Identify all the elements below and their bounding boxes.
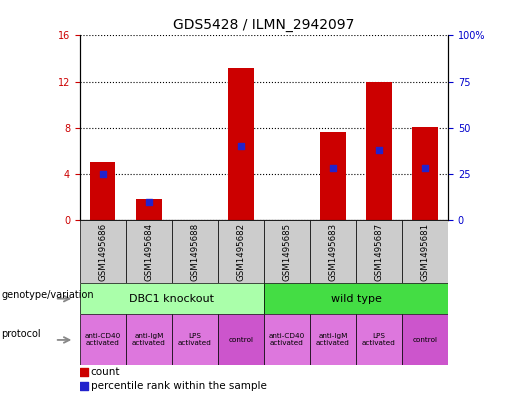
Text: LPS
activated: LPS activated	[178, 333, 212, 347]
Bar	[264, 283, 448, 314]
Text: anti-IgM
activated: anti-IgM activated	[316, 333, 350, 347]
Bar	[218, 220, 264, 283]
Text: GSM1495684: GSM1495684	[144, 222, 153, 281]
Text: genotype/variation: genotype/variation	[1, 290, 94, 300]
Bar	[310, 220, 356, 283]
Bar	[90, 162, 115, 220]
Bar	[310, 314, 356, 365]
Text: GSM1495688: GSM1495688	[191, 222, 199, 281]
Bar	[126, 314, 172, 365]
Text: GSM1495681: GSM1495681	[421, 222, 430, 281]
Text: wild type: wild type	[331, 294, 382, 304]
Point	[421, 165, 429, 171]
Point	[375, 147, 383, 153]
Point	[145, 198, 153, 205]
Text: DBC1 knockout: DBC1 knockout	[129, 294, 214, 304]
Bar	[402, 314, 448, 365]
Bar	[356, 220, 402, 283]
Title: GDS5428 / ILMN_2942097: GDS5428 / ILMN_2942097	[173, 18, 355, 31]
Text: anti-CD40
activated: anti-CD40 activated	[84, 333, 121, 347]
Bar	[172, 314, 218, 365]
Text: anti-CD40
activated: anti-CD40 activated	[269, 333, 305, 347]
Text: count: count	[91, 367, 121, 377]
Text: GSM1495686: GSM1495686	[98, 222, 107, 281]
Point	[79, 369, 88, 376]
Text: control: control	[229, 337, 253, 343]
Text: GSM1495687: GSM1495687	[374, 222, 384, 281]
Text: GSM1495685: GSM1495685	[282, 222, 291, 281]
Point	[237, 143, 245, 149]
Text: GSM1495683: GSM1495683	[329, 222, 337, 281]
Text: LPS
activated: LPS activated	[362, 333, 396, 347]
Bar	[356, 314, 402, 365]
Bar	[228, 68, 253, 220]
Point	[99, 171, 107, 177]
Bar	[264, 220, 310, 283]
Bar	[80, 314, 126, 365]
Point	[329, 165, 337, 171]
Bar	[320, 132, 346, 220]
Point	[79, 383, 88, 389]
Text: GSM1495682: GSM1495682	[236, 222, 246, 281]
Bar	[80, 283, 264, 314]
Bar	[136, 199, 162, 220]
Bar	[366, 82, 392, 220]
Bar	[80, 220, 126, 283]
Text: protocol: protocol	[1, 329, 41, 339]
Text: percentile rank within the sample: percentile rank within the sample	[91, 381, 267, 391]
Text: control: control	[413, 337, 438, 343]
Bar	[218, 314, 264, 365]
Bar	[264, 314, 310, 365]
Text: anti-IgM
activated: anti-IgM activated	[132, 333, 166, 347]
Bar	[172, 220, 218, 283]
Bar	[413, 127, 438, 220]
Bar	[402, 220, 448, 283]
Bar	[126, 220, 172, 283]
